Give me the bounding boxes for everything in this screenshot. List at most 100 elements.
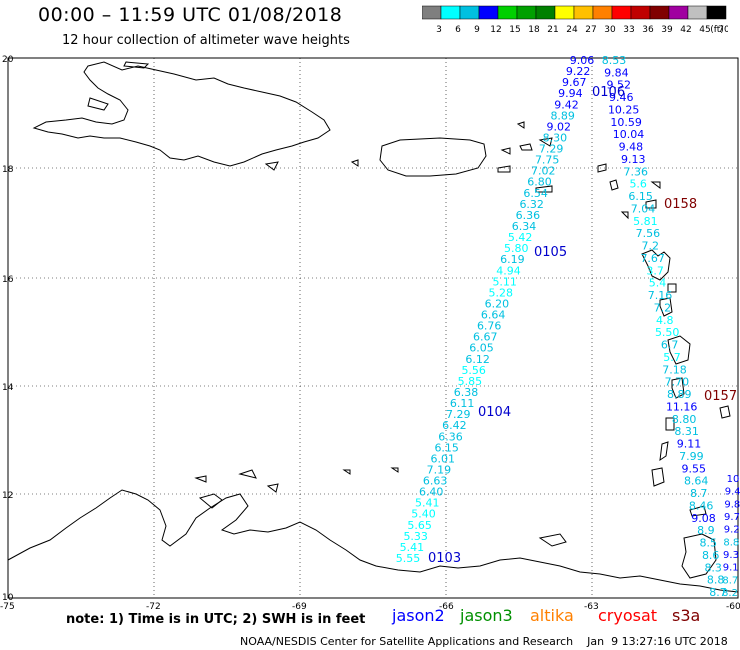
swh-value: 7.02 <box>531 165 556 178</box>
legend-jason2: jason2 <box>392 606 445 625</box>
swh-value: 8.8 <box>723 537 739 548</box>
track-pass-east: 8.539.849.529.4610.2510.5910.049.489.137… <box>602 54 727 599</box>
swh-value: 9.3 <box>723 550 739 561</box>
lat-label-14: 14 <box>2 383 14 393</box>
swh-value: 8.53 <box>602 54 627 67</box>
longitude-labels: -75 -72 -69 -66 -63 -60 <box>0 602 740 612</box>
swh-value: 7.36 <box>624 165 649 178</box>
marie-galante <box>667 283 677 293</box>
swh-value: 5.11 <box>492 275 517 288</box>
swh-value: 8.5 <box>700 537 718 550</box>
swh-value: 9.08 <box>691 512 716 525</box>
swh-value: 9.4 <box>725 487 740 498</box>
colorbar-tick-label: 70 <box>718 25 728 35</box>
colorbar-tick-label: 27 <box>585 25 596 35</box>
swh-value: 5.28 <box>489 286 514 299</box>
swh-value: 9.11 <box>677 438 702 451</box>
swh-value: 4.94 <box>496 264 521 277</box>
lat-label-16: 16 <box>2 275 14 285</box>
swh-value: 6.20 <box>485 298 510 311</box>
swh-value: 3.7 <box>646 264 664 277</box>
swh-value: 8.8 <box>707 574 725 587</box>
swh-value: 5.50 <box>655 326 680 339</box>
pass-time-labels: 0106 0105 0104 0103 0158 0157 <box>428 85 737 566</box>
pass-time-0158: 0158 <box>664 197 697 212</box>
swh-value: 6.19 <box>500 253 525 266</box>
swh-value: 8.46 <box>689 499 714 512</box>
swh-value: 9.02 <box>547 120 572 133</box>
swh-value: 6.42 <box>442 419 467 432</box>
swh-value: 6.01 <box>431 452 456 465</box>
swh-value: 6.36 <box>438 430 463 443</box>
swh-value: 8.7 <box>690 487 708 500</box>
swh-value: 8.30 <box>543 132 568 145</box>
swh-value: 7.2 <box>642 240 660 253</box>
swh-value: 7.18 <box>662 363 687 376</box>
swh-value: 7.04 <box>631 203 656 216</box>
legend-jason3: jason3 <box>460 606 513 625</box>
colorbar-tick-label: 21 <box>547 25 558 35</box>
lon-label-60: -60 <box>726 602 740 612</box>
gonave-island <box>87 97 109 111</box>
lat-label-10: 10 <box>2 593 14 603</box>
guadeloupe <box>641 249 671 281</box>
abc-islands <box>194 469 279 493</box>
lon-label-72: -72 <box>146 602 161 612</box>
swh-value: 8.80 <box>672 413 697 426</box>
colorbar-tick-label: 39 <box>661 25 673 35</box>
swh-value: 6.63 <box>423 475 448 488</box>
lon-label-69: -69 <box>292 602 307 612</box>
swh-value: 8.7 <box>722 575 738 586</box>
swh-value: 10.25 <box>608 104 640 117</box>
swh-value: 7.16 <box>648 289 673 302</box>
swh-value: 9.1 <box>723 563 739 574</box>
swh-value: 6.40 <box>419 486 444 499</box>
colorbar-tick-label: 24 <box>566 25 578 35</box>
map-subtitle: 12 hour collection of altimeter wave hei… <box>62 33 350 48</box>
swh-value: 5.81 <box>633 215 658 228</box>
st-vincent <box>665 417 675 431</box>
swh-value: 9.46 <box>609 91 634 104</box>
legend-cryosat: cryosat <box>598 606 658 625</box>
units-note: note: 1) Time is in UTC; 2) SWH is in fe… <box>66 612 366 627</box>
swh-value: 5.55 <box>396 552 421 565</box>
montserrat <box>620 211 629 220</box>
swh-value: 9.84 <box>604 66 629 79</box>
swh-value: 5.6 <box>629 178 647 191</box>
virgin-islands <box>516 121 553 193</box>
source-credit: NOAA/NESDIS Center for Satellite Applica… <box>240 635 728 648</box>
swh-value: 7.29 <box>539 143 564 156</box>
trinidad <box>681 533 717 579</box>
swh-value: 8.9 <box>697 524 715 537</box>
swh-value: 9.52 <box>607 79 632 92</box>
swh-value: 8.89 <box>667 388 692 401</box>
swh-value: 8.89 <box>550 109 575 122</box>
st-lucia <box>671 377 685 399</box>
swh-value: 6.76 <box>477 320 502 333</box>
swh-value: 6.15 <box>628 190 653 203</box>
swh-value: 4.8 <box>656 314 674 327</box>
dominica <box>659 297 673 317</box>
swh-value: 9.94 <box>558 87 583 100</box>
colorbar-tick-label: 9 <box>474 25 480 35</box>
swh-value: 5.85 <box>458 375 483 388</box>
martinique <box>667 335 691 365</box>
swh-value: 10.04 <box>613 128 645 141</box>
swh-value: 10 <box>727 474 740 485</box>
barbuda <box>650 181 661 189</box>
swh-value: 5.80 <box>504 242 529 255</box>
swh-value: 5.65 <box>407 519 432 532</box>
swh-value: 8.64 <box>684 475 709 488</box>
hispaniola-coast <box>32 61 331 167</box>
colorbar-tick-label: 36 <box>642 25 654 35</box>
lat-label-20: 20 <box>2 55 14 65</box>
swh-value: 6.15 <box>434 441 459 454</box>
antigua <box>645 199 657 209</box>
colorbar-swatch <box>706 5 727 20</box>
swh-value: 9.06 <box>570 54 595 67</box>
swh-value: 6.34 <box>512 220 537 233</box>
swh-value: 5.4 <box>649 277 667 290</box>
swh-value: 5.33 <box>403 530 428 543</box>
colorbar-tick-label: 3 <box>436 25 442 35</box>
